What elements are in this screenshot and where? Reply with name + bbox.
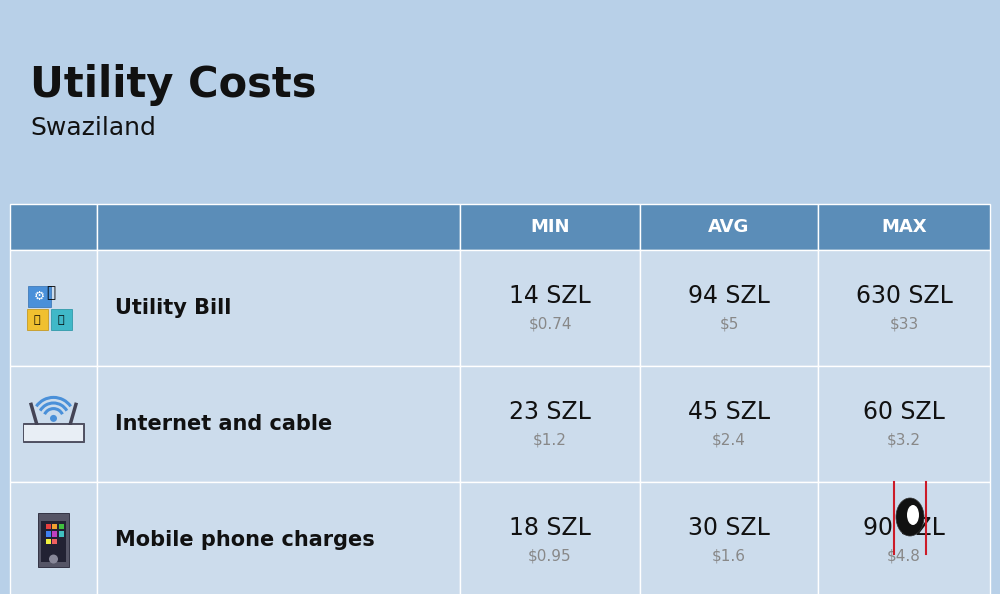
Text: Mobile phone charges: Mobile phone charges — [115, 530, 375, 550]
Bar — [640, 250, 818, 366]
Text: $3.2: $3.2 — [887, 432, 921, 447]
Bar — [27, 309, 48, 330]
Bar — [855, 474, 965, 490]
Text: ⚙: ⚙ — [34, 290, 45, 303]
Text: 💧: 💧 — [58, 315, 64, 325]
Bar — [59, 524, 64, 529]
Bar — [97, 482, 460, 594]
Text: $0.95: $0.95 — [528, 548, 572, 564]
Text: Internet and cable: Internet and cable — [115, 414, 332, 434]
Bar — [640, 366, 818, 482]
Text: Utility Costs: Utility Costs — [30, 64, 316, 106]
Bar — [855, 490, 965, 497]
Text: Swaziland: Swaziland — [30, 116, 156, 140]
Text: $33: $33 — [889, 317, 919, 331]
Bar — [640, 204, 818, 250]
Bar — [855, 548, 965, 564]
Bar — [38, 513, 69, 567]
Text: $0.74: $0.74 — [528, 317, 572, 331]
Bar — [10, 204, 97, 250]
Bar — [51, 309, 72, 330]
Bar — [460, 204, 640, 250]
Bar — [10, 250, 97, 366]
Bar — [818, 366, 990, 482]
Text: 60 SZL: 60 SZL — [863, 400, 945, 424]
Text: $1.2: $1.2 — [533, 432, 567, 447]
Bar — [52, 524, 57, 529]
Bar — [28, 286, 51, 307]
Text: $5: $5 — [719, 317, 739, 331]
Text: MAX: MAX — [881, 218, 927, 236]
Text: 14 SZL: 14 SZL — [509, 284, 591, 308]
Bar — [10, 366, 97, 482]
Circle shape — [50, 415, 57, 422]
Text: Utility Bill: Utility Bill — [115, 298, 231, 318]
Bar — [10, 482, 97, 594]
Bar — [818, 204, 990, 250]
Bar — [460, 366, 640, 482]
Bar — [460, 250, 640, 366]
Bar — [46, 524, 51, 529]
Bar — [41, 522, 66, 562]
Ellipse shape — [907, 505, 919, 525]
Text: 94 SZL: 94 SZL — [688, 284, 770, 308]
Bar — [818, 482, 990, 594]
Text: 45 SZL: 45 SZL — [688, 400, 770, 424]
Bar — [818, 250, 990, 366]
Bar — [97, 204, 460, 250]
Text: 23 SZL: 23 SZL — [509, 400, 591, 424]
Text: 630 SZL: 630 SZL — [856, 284, 952, 308]
Bar — [640, 482, 818, 594]
Bar — [46, 531, 51, 536]
Circle shape — [49, 555, 58, 564]
Text: $1.6: $1.6 — [712, 548, 746, 564]
Bar — [23, 422, 84, 442]
Text: AVG: AVG — [708, 218, 750, 236]
Text: MIN: MIN — [530, 218, 570, 236]
Bar — [460, 482, 640, 594]
Text: 30 SZL: 30 SZL — [688, 516, 770, 540]
Bar — [52, 539, 57, 544]
Bar — [24, 425, 83, 441]
Text: 🔌: 🔌 — [34, 315, 41, 325]
Bar — [855, 541, 965, 548]
Text: 90 SZL: 90 SZL — [863, 516, 945, 540]
Text: 👤: 👤 — [46, 285, 55, 300]
Bar — [855, 497, 965, 541]
Text: $2.4: $2.4 — [712, 432, 746, 447]
Text: 18 SZL: 18 SZL — [509, 516, 591, 540]
Circle shape — [36, 429, 44, 437]
Bar — [52, 531, 57, 536]
Bar — [97, 366, 460, 482]
Bar — [59, 531, 64, 536]
Ellipse shape — [896, 498, 924, 536]
Bar — [46, 539, 51, 544]
Text: $4.8: $4.8 — [887, 548, 921, 564]
Bar — [97, 250, 460, 366]
